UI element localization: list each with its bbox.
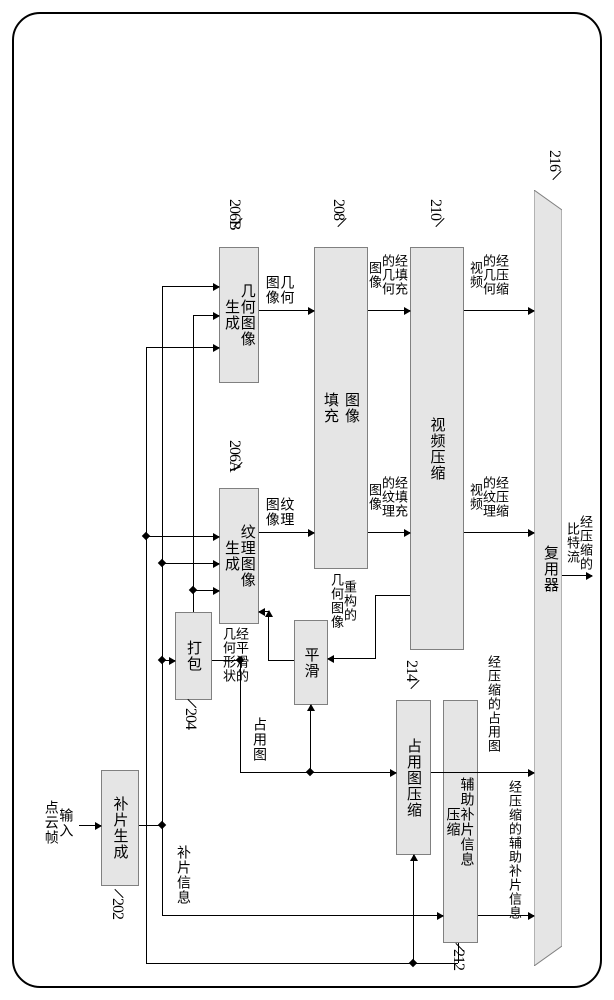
edge	[268, 660, 294, 661]
edge	[259, 611, 269, 612]
edge-label: 经压缩的占用图	[484, 655, 503, 753]
ref-210: 210	[426, 199, 444, 220]
box-label: 视频压缩	[427, 417, 448, 481]
box-img-fill: 图像填充	[314, 247, 368, 569]
edge	[328, 658, 376, 659]
output-label: 经压缩的比特流	[566, 515, 592, 571]
box-label: 占用图压缩	[403, 738, 424, 818]
edge	[162, 563, 219, 564]
box-label: 辅助补片信息压缩	[447, 777, 475, 867]
edge	[146, 536, 219, 537]
ref-202: 202	[108, 898, 126, 919]
edge-label: 经填充的几何图像	[368, 254, 407, 296]
edge	[162, 286, 219, 287]
edge-label: 补片信息	[174, 845, 194, 905]
mux-label: 复用器	[540, 545, 561, 593]
box-label: 平滑	[301, 647, 322, 679]
box-patch-gen: 补片生成	[101, 770, 139, 886]
box-smooth: 平滑	[294, 620, 328, 705]
edge-label: 占用图	[250, 717, 270, 762]
edge	[193, 315, 219, 316]
box-occ-comp: 占用图压缩	[396, 700, 431, 855]
box-vid-comp: 视频压缩	[410, 247, 464, 650]
edge	[375, 595, 376, 658]
box-label: 补片生成	[110, 796, 131, 860]
edge	[162, 915, 443, 916]
edge	[259, 310, 314, 311]
edge	[193, 315, 194, 612]
box-geo-gen: 几何图像生成	[219, 247, 259, 383]
edge	[162, 825, 163, 915]
edge	[146, 347, 147, 963]
edge	[413, 855, 414, 963]
ref-206a: 206A	[225, 440, 243, 472]
edge	[368, 310, 410, 311]
box-aux-comp: 辅助补片信息压缩	[443, 700, 478, 943]
box-label: 几何图像生成	[223, 283, 255, 347]
box-packing: 打包	[175, 612, 212, 700]
edge	[562, 575, 592, 576]
ref-204: 204	[181, 708, 199, 729]
edge	[464, 532, 534, 533]
box-label: 打包	[183, 640, 204, 672]
edge	[259, 532, 314, 533]
edge	[368, 532, 410, 533]
edge	[375, 595, 410, 596]
edge-label: 经压缩的几何视频	[469, 254, 508, 296]
ref-214: 214	[402, 660, 420, 681]
edge	[268, 611, 269, 660]
ref-208: 208	[329, 199, 347, 220]
edge	[464, 310, 534, 311]
edge-label: 纹理图像	[265, 497, 294, 527]
edge	[79, 825, 101, 826]
ref-216: 216	[545, 150, 563, 171]
box-tex-gen: 纹理图像生成	[219, 488, 259, 624]
box-label: 图像填充	[320, 392, 362, 424]
box-label: 纹理图像生成	[223, 524, 255, 588]
edge	[413, 963, 458, 964]
edge-label: 经平滑的几何形状	[222, 627, 248, 683]
edge-label: 经压缩的辅助补片信息	[505, 780, 524, 920]
edge	[162, 286, 163, 825]
edge-label: 重构的几何图像	[330, 573, 356, 629]
edge	[146, 963, 413, 964]
edge-label: 几何图像	[265, 275, 294, 305]
input-label: 输入点云帧	[44, 800, 73, 845]
edge	[310, 705, 311, 772]
edge-label: 经压缩的纹理视频	[469, 476, 508, 518]
edge-label: 经填充的纹理图像	[368, 476, 407, 518]
edge	[146, 347, 219, 348]
edge	[431, 772, 534, 773]
